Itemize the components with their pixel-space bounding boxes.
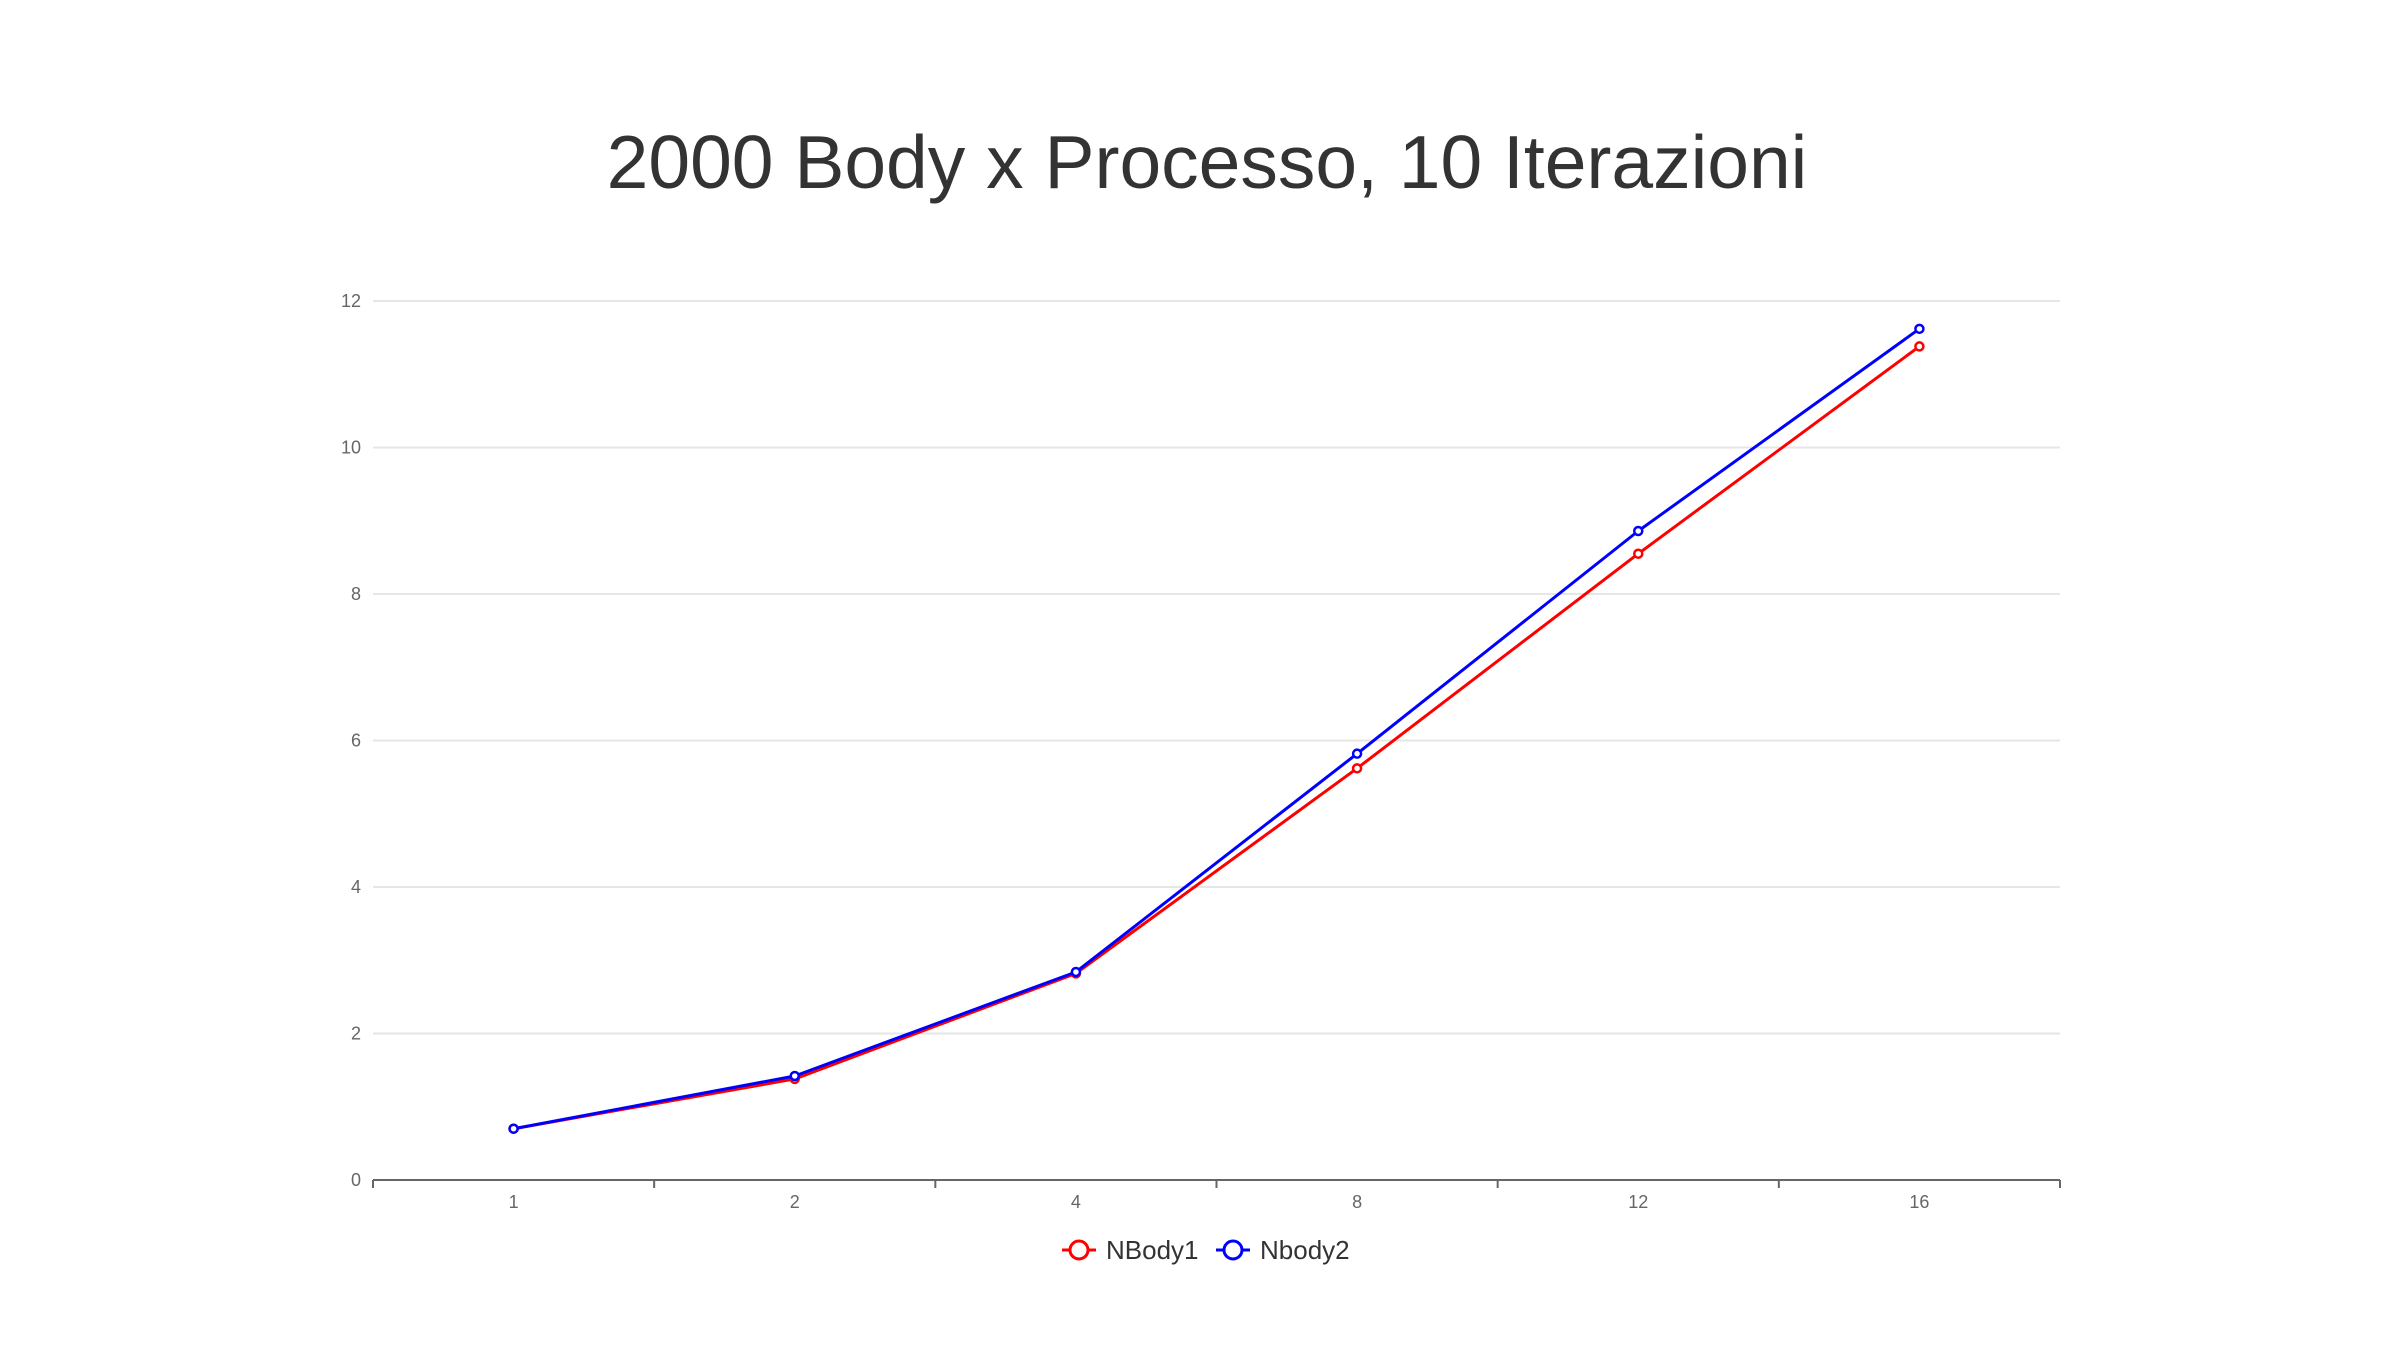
x-tick-label: 12 xyxy=(1628,1192,1648,1212)
y-tick-label: 6 xyxy=(351,731,361,751)
data-point[interactable] xyxy=(1351,763,1363,774)
legend-marker-icon xyxy=(1068,1239,1090,1261)
x-tick-label: 16 xyxy=(1909,1192,1929,1212)
data-point[interactable] xyxy=(1914,323,1925,335)
x-tick-label: 1 xyxy=(509,1192,519,1212)
y-axis: 0 2 4 6 8 10 12 xyxy=(341,291,361,1190)
legend-label: NBody1 xyxy=(1106,1235,1199,1265)
legend-item-nbody2[interactable]: Nbody2 xyxy=(1216,1235,1350,1265)
data-point[interactable] xyxy=(789,1070,800,1082)
legend-label: Nbody2 xyxy=(1260,1235,1350,1265)
x-tick-label: 8 xyxy=(1352,1192,1362,1212)
x-axis: 1 2 4 8 12 16 xyxy=(372,1179,2061,1212)
grid-lines xyxy=(373,300,2060,1035)
x-tick-label: 4 xyxy=(1071,1192,1081,1212)
y-tick-label: 0 xyxy=(351,1170,361,1190)
series-line xyxy=(513,327,1921,1131)
series xyxy=(508,323,1925,1134)
y-tick-label: 8 xyxy=(351,584,361,604)
data-point[interactable] xyxy=(1633,548,1644,559)
series-nbody1 xyxy=(508,341,1925,1134)
y-tick-label: 2 xyxy=(351,1024,361,1044)
y-tick-label: 4 xyxy=(351,877,361,897)
legend: NBody1 Nbody2 xyxy=(1062,1235,1350,1265)
legend-marker-icon xyxy=(1222,1239,1244,1261)
data-point[interactable] xyxy=(1914,341,1925,352)
legend-item-nbody1[interactable]: NBody1 xyxy=(1062,1235,1199,1265)
y-tick-label: 10 xyxy=(341,438,361,458)
data-point[interactable] xyxy=(508,1123,519,1134)
y-tick-label: 12 xyxy=(341,291,361,311)
series-line xyxy=(513,345,1921,1131)
data-point[interactable] xyxy=(1070,966,1082,978)
data-point[interactable] xyxy=(1351,748,1363,759)
x-tick-label: 2 xyxy=(790,1192,800,1212)
chart-title: 2000 Body x Processo, 10 Iterazioni xyxy=(607,120,1808,204)
data-point[interactable] xyxy=(1633,525,1644,537)
series-nbody2 xyxy=(508,323,1925,1134)
